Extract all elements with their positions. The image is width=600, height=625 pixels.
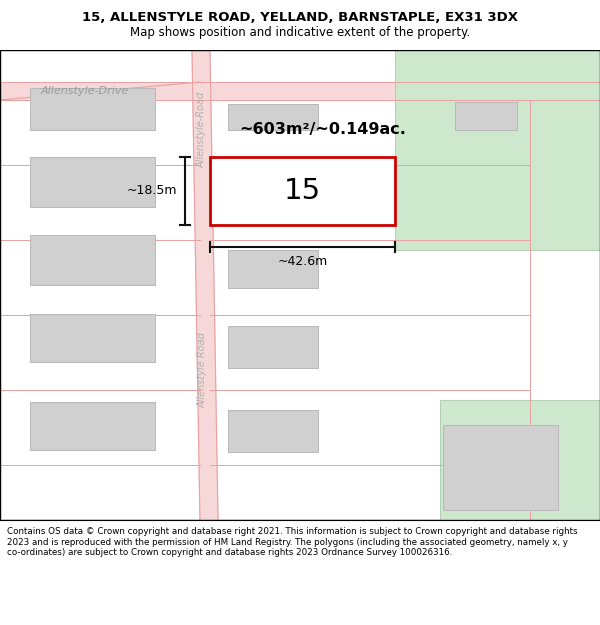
Bar <box>30 402 155 450</box>
Bar <box>210 157 395 225</box>
Polygon shape <box>192 50 218 520</box>
Bar <box>455 102 517 130</box>
Bar <box>395 50 600 250</box>
Text: 15: 15 <box>284 177 321 205</box>
Text: ~603m²/~0.149ac.: ~603m²/~0.149ac. <box>239 122 406 137</box>
Text: Allenstyle-Drive: Allenstyle-Drive <box>41 86 129 96</box>
Text: Allenstyle-Road: Allenstyle-Road <box>197 92 207 168</box>
Bar <box>228 410 318 452</box>
Text: ~18.5m: ~18.5m <box>127 184 177 198</box>
Bar <box>443 425 558 510</box>
Text: Map shows position and indicative extent of the property.: Map shows position and indicative extent… <box>130 26 470 39</box>
Bar <box>30 314 155 362</box>
Bar <box>0 82 600 100</box>
Bar <box>30 235 155 285</box>
Text: Contains OS data © Crown copyright and database right 2021. This information is : Contains OS data © Crown copyright and d… <box>7 528 578 557</box>
Bar <box>30 88 155 130</box>
Bar <box>228 104 318 130</box>
Bar <box>228 326 318 368</box>
Bar <box>228 168 318 210</box>
Bar <box>30 157 155 207</box>
Bar <box>440 400 600 520</box>
Text: ~42.6m: ~42.6m <box>277 255 328 268</box>
Bar <box>228 250 318 288</box>
Text: 15, ALLENSTYLE ROAD, YELLAND, BARNSTAPLE, EX31 3DX: 15, ALLENSTYLE ROAD, YELLAND, BARNSTAPLE… <box>82 11 518 24</box>
Text: Allenstyle Road: Allenstyle Road <box>198 332 208 408</box>
